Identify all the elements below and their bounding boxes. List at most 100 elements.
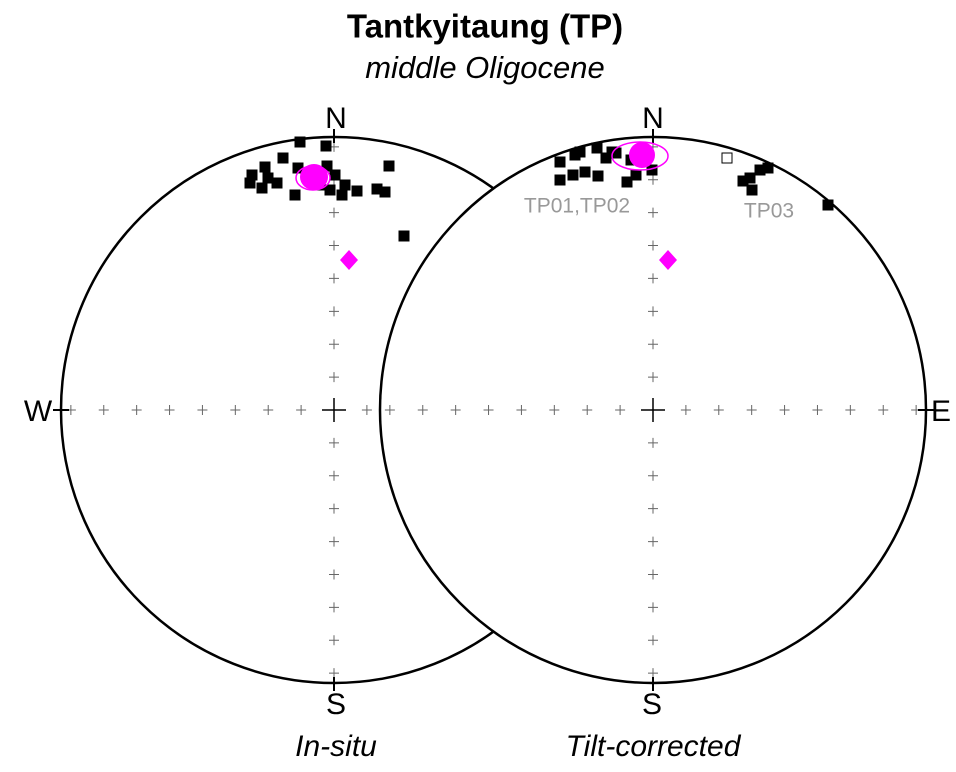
- grid-cross: [329, 602, 339, 613]
- right-net: [378, 129, 934, 691]
- site-mean: [591, 142, 603, 154]
- subtitle: middle Oligocene: [365, 50, 605, 85]
- site-mean: [822, 199, 834, 211]
- grid-cross: [648, 635, 658, 646]
- grid-cross: [680, 405, 691, 415]
- grid-cross: [164, 405, 175, 415]
- grid-cross: [549, 405, 560, 415]
- site-label: TP03: [744, 200, 794, 223]
- site-mean: [746, 184, 758, 196]
- site-mean: [554, 156, 566, 168]
- grid-cross: [329, 503, 339, 514]
- grid-cross: [329, 339, 339, 350]
- grid-cross: [648, 569, 658, 580]
- grid-cross: [713, 405, 724, 415]
- grid-cross: [263, 405, 274, 415]
- caption: In-situ: [295, 730, 377, 763]
- south-label: S: [642, 688, 662, 721]
- grid-cross: [329, 668, 339, 679]
- site-mean: [324, 184, 336, 196]
- site-mean: [289, 189, 301, 201]
- grid-cross: [329, 569, 339, 580]
- east-label: E: [931, 395, 951, 428]
- grid-cross: [329, 372, 339, 383]
- site-mean: [351, 185, 363, 197]
- site-mean: [256, 182, 268, 194]
- grid-cross: [98, 405, 109, 415]
- site-label: TP01,TP02: [524, 195, 630, 218]
- grid-cross: [131, 405, 142, 415]
- grid-cross: [230, 405, 241, 415]
- grid-cross: [329, 437, 339, 448]
- site-mean: [329, 169, 341, 181]
- grid-cross: [483, 405, 494, 415]
- grid-cross: [384, 405, 395, 415]
- site-mean: [567, 169, 579, 181]
- grid-cross: [648, 306, 658, 317]
- site-mean: [244, 177, 256, 189]
- mean-direction: [629, 142, 655, 168]
- site-mean: [379, 186, 391, 198]
- center-cross: [322, 398, 346, 422]
- grid-cross: [516, 405, 527, 415]
- site-mean: [336, 189, 348, 201]
- grid-cross: [329, 273, 339, 284]
- grid-cross: [648, 273, 658, 284]
- grid-cross: [450, 405, 461, 415]
- grid-cross: [648, 174, 658, 185]
- grid-cross: [648, 240, 658, 251]
- grid-cross: [329, 240, 339, 251]
- title: Tantkyitaung (TP): [347, 8, 623, 45]
- grid-cross: [648, 207, 658, 218]
- grid-cross: [779, 405, 790, 415]
- grid-cross: [648, 668, 658, 679]
- axis-tick: [53, 129, 335, 691]
- site-mean: [259, 161, 271, 173]
- grid-cross: [361, 405, 372, 415]
- grid-cross: [845, 405, 856, 415]
- site-mean: [398, 230, 410, 242]
- site-mean: [630, 169, 642, 181]
- center-cross: [641, 398, 665, 422]
- grid-cross: [329, 536, 339, 547]
- site-mean: [277, 152, 289, 164]
- grid-cross: [615, 405, 626, 415]
- site-mean: [721, 152, 733, 164]
- grid-cross: [296, 405, 307, 415]
- mean-direction: [300, 164, 328, 190]
- site-mean: [320, 140, 332, 152]
- grid-cross: [648, 503, 658, 514]
- grid-cross: [582, 405, 593, 415]
- grid-cross: [648, 470, 658, 481]
- confidence-ellipse: [611, 141, 669, 171]
- grid-cross: [648, 602, 658, 613]
- site-mean: [294, 136, 306, 148]
- west-label: W: [24, 395, 53, 428]
- site-mean: [621, 176, 633, 188]
- grid-cross: [812, 405, 823, 415]
- grid-cross: [648, 437, 658, 448]
- grid-cross: [648, 339, 658, 350]
- site-mean: [744, 172, 756, 184]
- north-label: N: [325, 102, 347, 135]
- expected-direction: [340, 250, 358, 270]
- site-mean: [271, 177, 283, 189]
- grid-cross: [648, 372, 658, 383]
- site-mean: [592, 170, 604, 182]
- confidence-ellipse: [295, 165, 331, 191]
- south-label: S: [326, 688, 346, 721]
- site-mean: [383, 160, 395, 172]
- site-mean: [554, 174, 566, 186]
- grid-cross: [329, 470, 339, 481]
- grid-cross: [648, 536, 658, 547]
- site-mean: [574, 146, 586, 158]
- site-mean: [339, 179, 351, 191]
- grid-cross: [417, 405, 428, 415]
- grid-cross: [746, 405, 757, 415]
- expected-direction: [659, 250, 677, 270]
- grid-cross: [878, 405, 889, 415]
- grid-cross: [329, 635, 339, 646]
- north-label: N: [642, 102, 664, 135]
